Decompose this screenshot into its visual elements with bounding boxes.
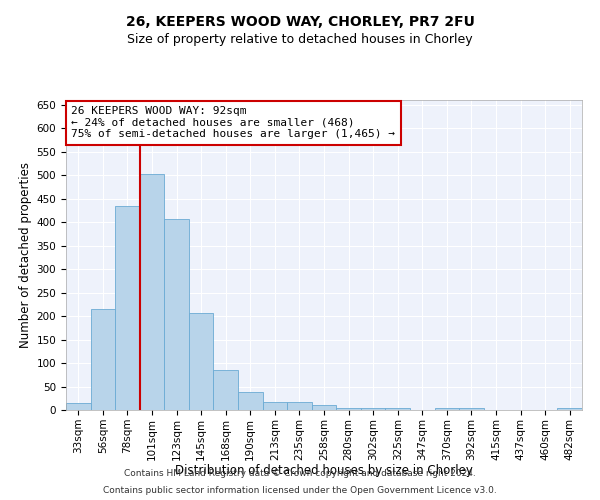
- Bar: [263, 402, 287, 410]
- Bar: [91, 309, 115, 410]
- Bar: [214, 370, 238, 410]
- Text: 26 KEEPERS WOOD WAY: 92sqm
← 24% of detached houses are smaller (468)
75% of sem: 26 KEEPERS WOOD WAY: 92sqm ← 24% of deta…: [71, 106, 395, 140]
- Bar: [287, 402, 312, 410]
- Bar: [434, 408, 459, 410]
- Text: 26, KEEPERS WOOD WAY, CHORLEY, PR7 2FU: 26, KEEPERS WOOD WAY, CHORLEY, PR7 2FU: [125, 15, 475, 29]
- Bar: [115, 206, 140, 410]
- Text: Contains public sector information licensed under the Open Government Licence v3: Contains public sector information licen…: [103, 486, 497, 495]
- Bar: [385, 408, 410, 410]
- Bar: [312, 406, 336, 410]
- Bar: [459, 408, 484, 410]
- Bar: [557, 408, 582, 410]
- Y-axis label: Number of detached properties: Number of detached properties: [19, 162, 32, 348]
- Text: Contains HM Land Registry data © Crown copyright and database right 2024.: Contains HM Land Registry data © Crown c…: [124, 468, 476, 477]
- Text: Size of property relative to detached houses in Chorley: Size of property relative to detached ho…: [127, 32, 473, 46]
- Bar: [140, 174, 164, 410]
- Bar: [189, 313, 214, 410]
- Bar: [238, 392, 263, 410]
- Bar: [336, 408, 361, 410]
- Bar: [361, 408, 385, 410]
- Bar: [66, 403, 91, 410]
- X-axis label: Distribution of detached houses by size in Chorley: Distribution of detached houses by size …: [175, 464, 473, 477]
- Bar: [164, 219, 189, 410]
